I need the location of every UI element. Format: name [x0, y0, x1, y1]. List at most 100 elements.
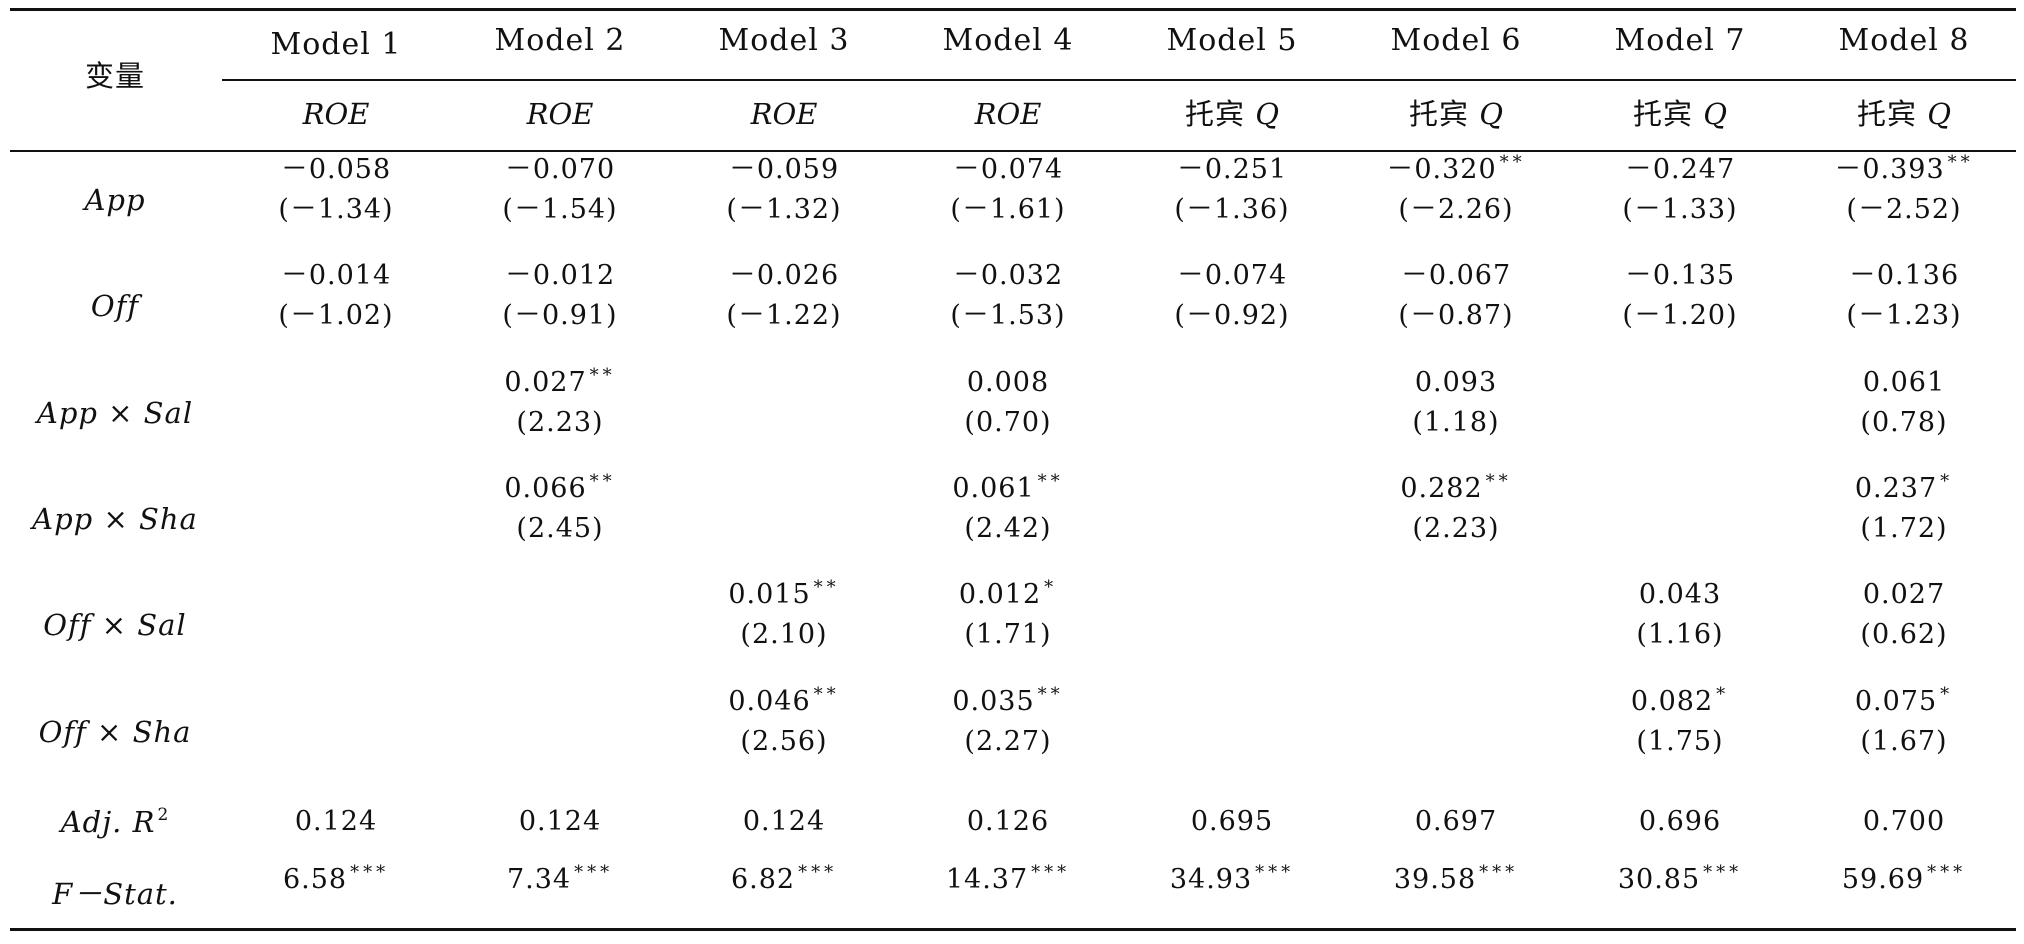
table-header-rule — [10, 150, 2016, 152]
corner-label: 变量 — [84, 59, 145, 93]
model-header: Model 6 — [1390, 23, 1522, 58]
coefficient-value: 0.043 — [1638, 579, 1722, 610]
coefficient: －0.320 ** — [1346, 154, 1566, 184]
t-statistic: (0.70) — [964, 407, 1052, 438]
model-header: Model 4 — [942, 23, 1074, 58]
f-stat-number: 7.34 — [506, 864, 572, 895]
coefficient-value: －0.074 — [1176, 260, 1288, 291]
model-header: Model 8 — [1838, 23, 1970, 58]
adj-r2-superscript: 2 — [157, 805, 170, 825]
coefficient: －0.136 — [1794, 262, 2014, 289]
coefficient: 0.035 ** — [898, 686, 1118, 716]
f-stat-value: 34.93 *** — [1122, 864, 1342, 895]
coefficient: 0.237 * — [1794, 473, 2014, 504]
t-statistic: (2.23) — [1412, 513, 1500, 544]
coefficient: －0.032 — [898, 262, 1118, 289]
significance-stars: ** — [1947, 152, 1974, 173]
coefficient-value: 0.066 — [504, 473, 587, 504]
t-statistic: (0.78) — [1860, 407, 1948, 438]
coefficient: 0.075 * — [1794, 686, 2014, 716]
f-stat-number: 34.93 — [1169, 864, 1253, 895]
coefficient: －0.135 — [1570, 262, 1790, 289]
f-stat-label: F－Stat. — [52, 877, 178, 911]
model-header: Model 1 — [270, 27, 402, 62]
t-statistic: (1.67) — [1860, 726, 1948, 757]
adj-r2-value: 0.126 — [966, 806, 1050, 837]
coefficient: －0.058 — [226, 156, 446, 183]
t-statistic: (2.23) — [516, 407, 604, 438]
variable-name: App × Sal — [36, 396, 194, 430]
coefficient-value: －0.059 — [728, 154, 840, 185]
coefficient-value: －0.247 — [1624, 154, 1736, 185]
dependent-variable-header: 托宾 Q — [1570, 100, 1790, 129]
t-statistic: (1.71) — [964, 619, 1052, 650]
t-statistic: (2.10) — [740, 619, 828, 650]
t-statistic: (1.75) — [1636, 726, 1724, 757]
t-statistic: (－1.34) — [278, 194, 394, 225]
coefficient: 0.015 ** — [674, 579, 894, 609]
dependent-variable: ROE — [750, 97, 818, 131]
coefficient-value: 0.008 — [966, 367, 1050, 398]
coefficient-value: 0.027 — [504, 367, 587, 398]
significance-stars: ** — [589, 471, 616, 492]
t-statistic: (2.56) — [740, 726, 828, 757]
coefficient: －0.393 ** — [1794, 154, 2014, 184]
significance-stars: *** — [574, 862, 614, 883]
significance-stars: * — [1044, 577, 1058, 598]
coefficient: －0.070 — [450, 156, 670, 183]
coefficient-value: 0.046 — [728, 686, 811, 717]
significance-stars: *** — [1703, 862, 1743, 883]
coefficient: 0.043 — [1570, 581, 1790, 608]
adj-r2-value: 0.696 — [1638, 806, 1722, 837]
f-stat-value: 6.58 *** — [226, 864, 446, 894]
significance-stars: * — [1940, 684, 1954, 705]
significance-stars: ** — [813, 577, 840, 598]
coefficient: －0.074 — [898, 156, 1118, 183]
variable-name: App — [84, 183, 146, 217]
coefficient-value: 0.237 — [1854, 473, 1938, 504]
t-statistic: (0.62) — [1860, 619, 1948, 650]
dependent-variable: Q — [1255, 97, 1279, 131]
t-statistic: (1.18) — [1412, 407, 1500, 438]
coefficient: 0.082 * — [1570, 686, 1790, 717]
f-stat-number: 6.82 — [730, 864, 796, 895]
coefficient: 0.282 ** — [1346, 473, 1566, 503]
dependent-prefix: 托宾 — [1409, 97, 1480, 131]
variable-name: App × Sha — [32, 502, 198, 536]
coefficient: 0.061 ** — [898, 473, 1118, 504]
coefficient-value: －0.074 — [952, 154, 1064, 185]
model-header: Model 3 — [718, 23, 850, 58]
t-statistic: (－0.92) — [1174, 300, 1290, 331]
t-statistic: (－1.33) — [1622, 194, 1738, 225]
coefficient-value: 0.082 — [1630, 686, 1714, 717]
f-stat-value: 6.82 *** — [674, 864, 894, 895]
coefficient: －0.012 — [450, 262, 670, 289]
coefficient-value: 0.093 — [1414, 367, 1498, 398]
coefficient-value: －0.014 — [280, 260, 392, 291]
f-stat-value: 14.37 *** — [898, 864, 1118, 895]
dependent-variable-header: 托宾 Q — [1122, 100, 1342, 129]
significance-stars: ** — [1499, 152, 1526, 173]
dependent-variable: ROE — [302, 97, 370, 131]
t-statistic: (－1.53) — [950, 300, 1066, 331]
adj-r2-text: Adj. R — [60, 805, 156, 839]
adj-r2-value: 0.695 — [1190, 806, 1274, 837]
coefficient-value: －0.032 — [952, 260, 1064, 291]
significance-stars: * — [1940, 471, 1954, 492]
t-statistic: (－0.87) — [1398, 300, 1514, 331]
coefficient: －0.251 — [1122, 156, 1342, 183]
f-stat-number: 14.37 — [945, 864, 1029, 895]
adj-r2-value: 0.124 — [518, 806, 602, 837]
adj-r2-value: 0.124 — [294, 806, 378, 837]
coefficient-value: －0.070 — [504, 154, 616, 185]
coefficient-value: 0.061 — [952, 473, 1035, 504]
coefficient-value: －0.012 — [504, 260, 616, 291]
coefficient-value: 0.061 — [1862, 367, 1946, 398]
significance-stars: ** — [1037, 471, 1064, 492]
f-stat-value: 7.34 *** — [450, 864, 670, 895]
variable-name: Off × Sal — [43, 608, 187, 642]
f-stat-value: 30.85 *** — [1570, 864, 1790, 894]
coefficient: －0.074 — [1122, 262, 1342, 289]
